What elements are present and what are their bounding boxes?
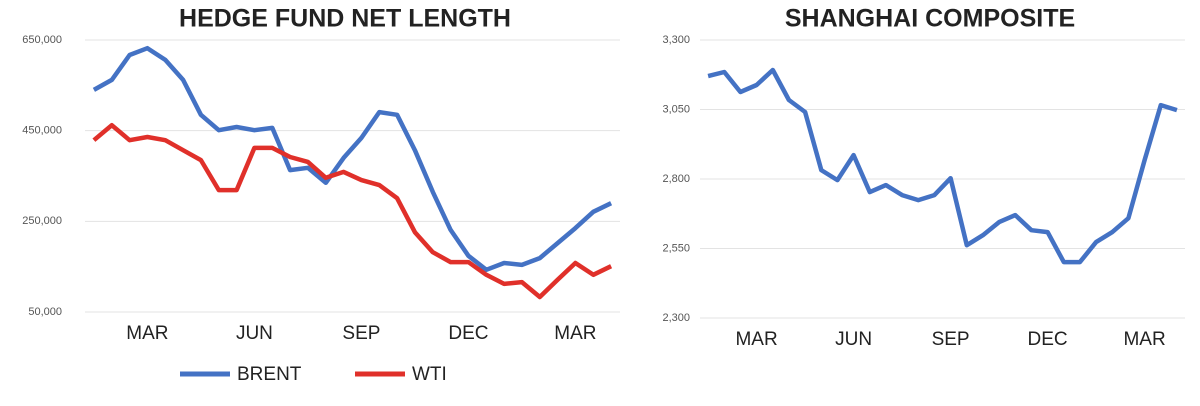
- x-tick-label: DEC: [448, 323, 488, 344]
- y-tick-label: 2,300: [662, 312, 690, 324]
- y-tick-label: 2,550: [662, 242, 690, 254]
- y-tick-label: 2,800: [662, 173, 690, 185]
- x-tick-label: SEP: [342, 323, 380, 344]
- y-tick-label: 650,000: [22, 34, 62, 46]
- x-tick-label: DEC: [1028, 329, 1068, 350]
- legend-label: WTI: [412, 364, 447, 385]
- x-tick-label: MAR: [126, 323, 168, 344]
- x-tick-label: JUN: [835, 329, 872, 350]
- data-line: [707, 67, 1178, 265]
- y-tick-label: 50,000: [28, 306, 62, 318]
- legend-label: BRENT: [237, 364, 302, 385]
- data-line: [92, 45, 613, 273]
- x-tick-label: JUN: [236, 323, 273, 344]
- x-tick-label: MAR: [1123, 329, 1165, 350]
- x-tick-label: SEP: [932, 329, 970, 350]
- y-tick-label: 3,300: [662, 34, 690, 46]
- x-tick-label: MAR: [554, 323, 596, 344]
- chart-title: HEDGE FUND NET LENGTH: [179, 5, 511, 33]
- x-tick-label: MAR: [735, 329, 777, 350]
- y-tick-label: 250,000: [22, 215, 62, 227]
- data-line: [92, 122, 613, 300]
- y-tick-label: 3,050: [662, 103, 690, 115]
- y-tick-label: 450,000: [22, 125, 62, 137]
- chart-title: SHANGHAI COMPOSITE: [785, 5, 1075, 33]
